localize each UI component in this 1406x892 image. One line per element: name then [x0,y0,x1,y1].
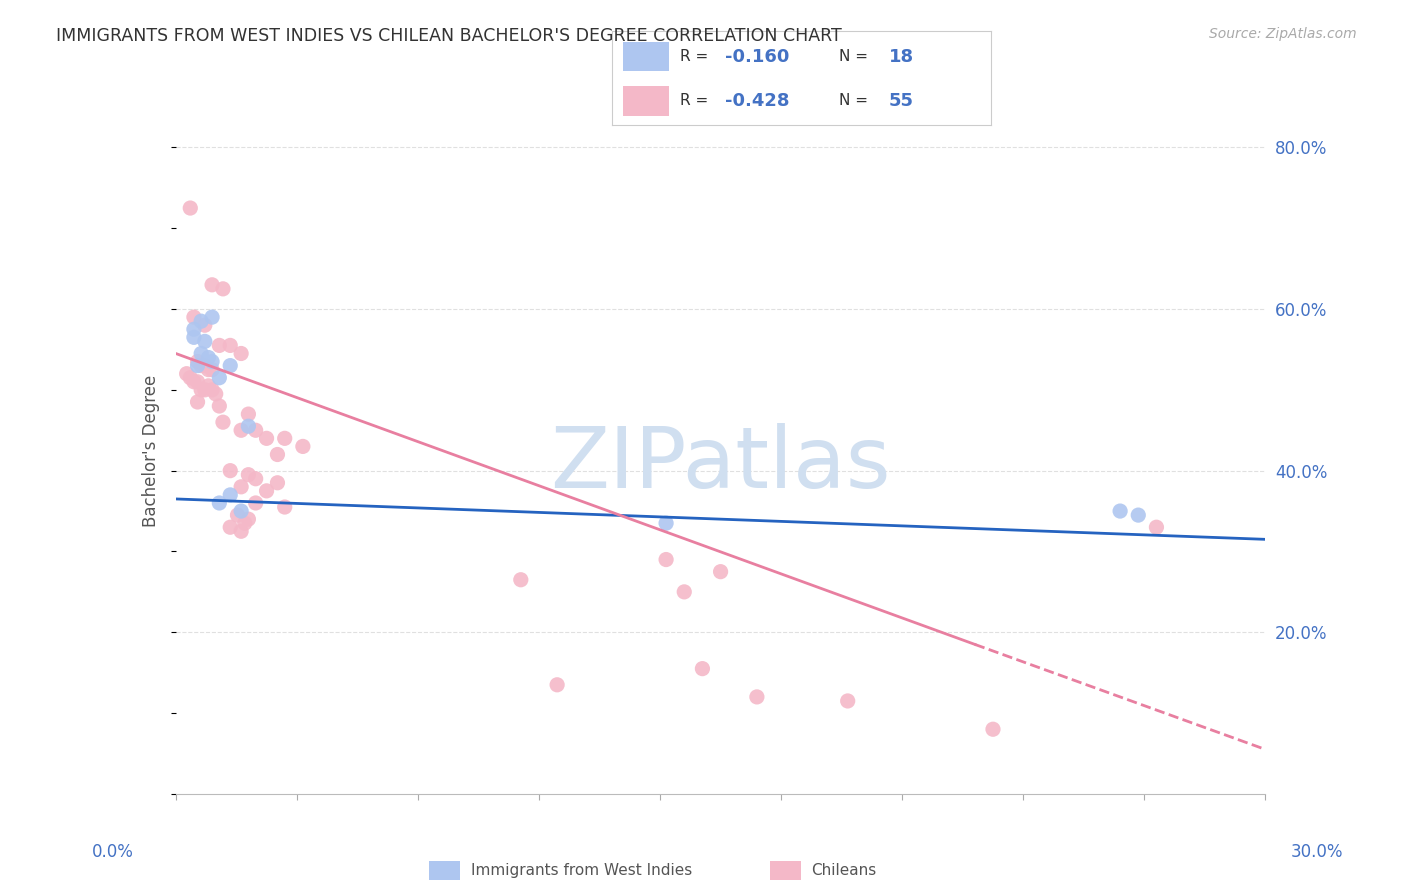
Point [183,310,205,325]
Text: Chileans: Chileans [811,863,876,878]
Point [183,330,205,344]
Text: R =: R = [681,93,713,108]
Point [256,431,278,445]
Text: 0.0%: 0.0% [91,843,134,861]
Point [1128,508,1150,522]
Point [190,383,212,397]
Point [208,399,231,413]
Point [837,694,859,708]
Point [183,322,205,336]
Point [1146,520,1168,534]
Point [219,520,242,534]
Point [231,524,253,539]
Point [212,415,235,429]
Point [981,723,1004,737]
Point [266,448,288,462]
Point [673,585,696,599]
Point [190,314,212,328]
Point [233,516,256,531]
Point [197,351,219,365]
Point [274,431,297,445]
Point [194,383,217,397]
Point [238,512,260,526]
Point [238,407,260,421]
Point [231,346,253,360]
Point [186,354,209,368]
Point [186,359,209,373]
Point [266,475,288,490]
Point [231,423,253,437]
Text: ZIPatlas: ZIPatlas [550,423,891,506]
Point [208,370,231,384]
Point [274,500,297,514]
Point [655,516,678,531]
Point [219,488,242,502]
Point [176,367,198,381]
Text: N =: N = [839,93,873,108]
Point [231,504,253,518]
Point [212,282,235,296]
Point [291,439,314,453]
Point [190,359,212,373]
Point [231,480,253,494]
Text: N =: N = [839,49,873,64]
Point [179,201,201,215]
Point [1109,504,1132,518]
Text: IMMIGRANTS FROM WEST INDIES VS CHILEAN BACHELOR'S DEGREE CORRELATION CHART: IMMIGRANTS FROM WEST INDIES VS CHILEAN B… [56,27,842,45]
Point [710,565,733,579]
Point [208,496,231,510]
Point [208,338,231,352]
Point [194,334,217,349]
Text: 55: 55 [889,92,914,110]
Text: Immigrants from West Indies: Immigrants from West Indies [471,863,692,878]
Point [238,419,260,434]
Point [226,508,249,522]
Point [194,359,217,373]
Point [197,362,219,376]
Point [219,338,242,352]
Point [194,318,217,333]
Point [201,362,224,376]
Point [201,310,224,325]
Text: -0.160: -0.160 [725,47,790,65]
Point [190,346,212,360]
Point [219,359,242,373]
Point [179,370,201,384]
FancyBboxPatch shape [623,86,669,116]
Point [546,678,568,692]
Point [509,573,531,587]
Point [219,464,242,478]
Point [238,467,260,482]
Text: -0.428: -0.428 [725,92,790,110]
Text: R =: R = [681,49,713,64]
Point [201,354,224,368]
Point [655,552,678,566]
Text: 30.0%: 30.0% [1291,843,1343,861]
Y-axis label: Bachelor's Degree: Bachelor's Degree [142,375,160,526]
Point [201,383,224,397]
Point [201,277,224,292]
Point [245,423,267,437]
Point [692,662,714,676]
Point [186,395,209,409]
Text: 18: 18 [889,47,914,65]
Point [183,375,205,389]
Point [204,387,226,401]
Point [256,483,278,498]
Point [245,496,267,510]
Point [745,690,768,704]
Point [245,472,267,486]
FancyBboxPatch shape [623,42,669,71]
Text: Source: ZipAtlas.com: Source: ZipAtlas.com [1209,27,1357,41]
Point [186,375,209,389]
Point [197,379,219,393]
